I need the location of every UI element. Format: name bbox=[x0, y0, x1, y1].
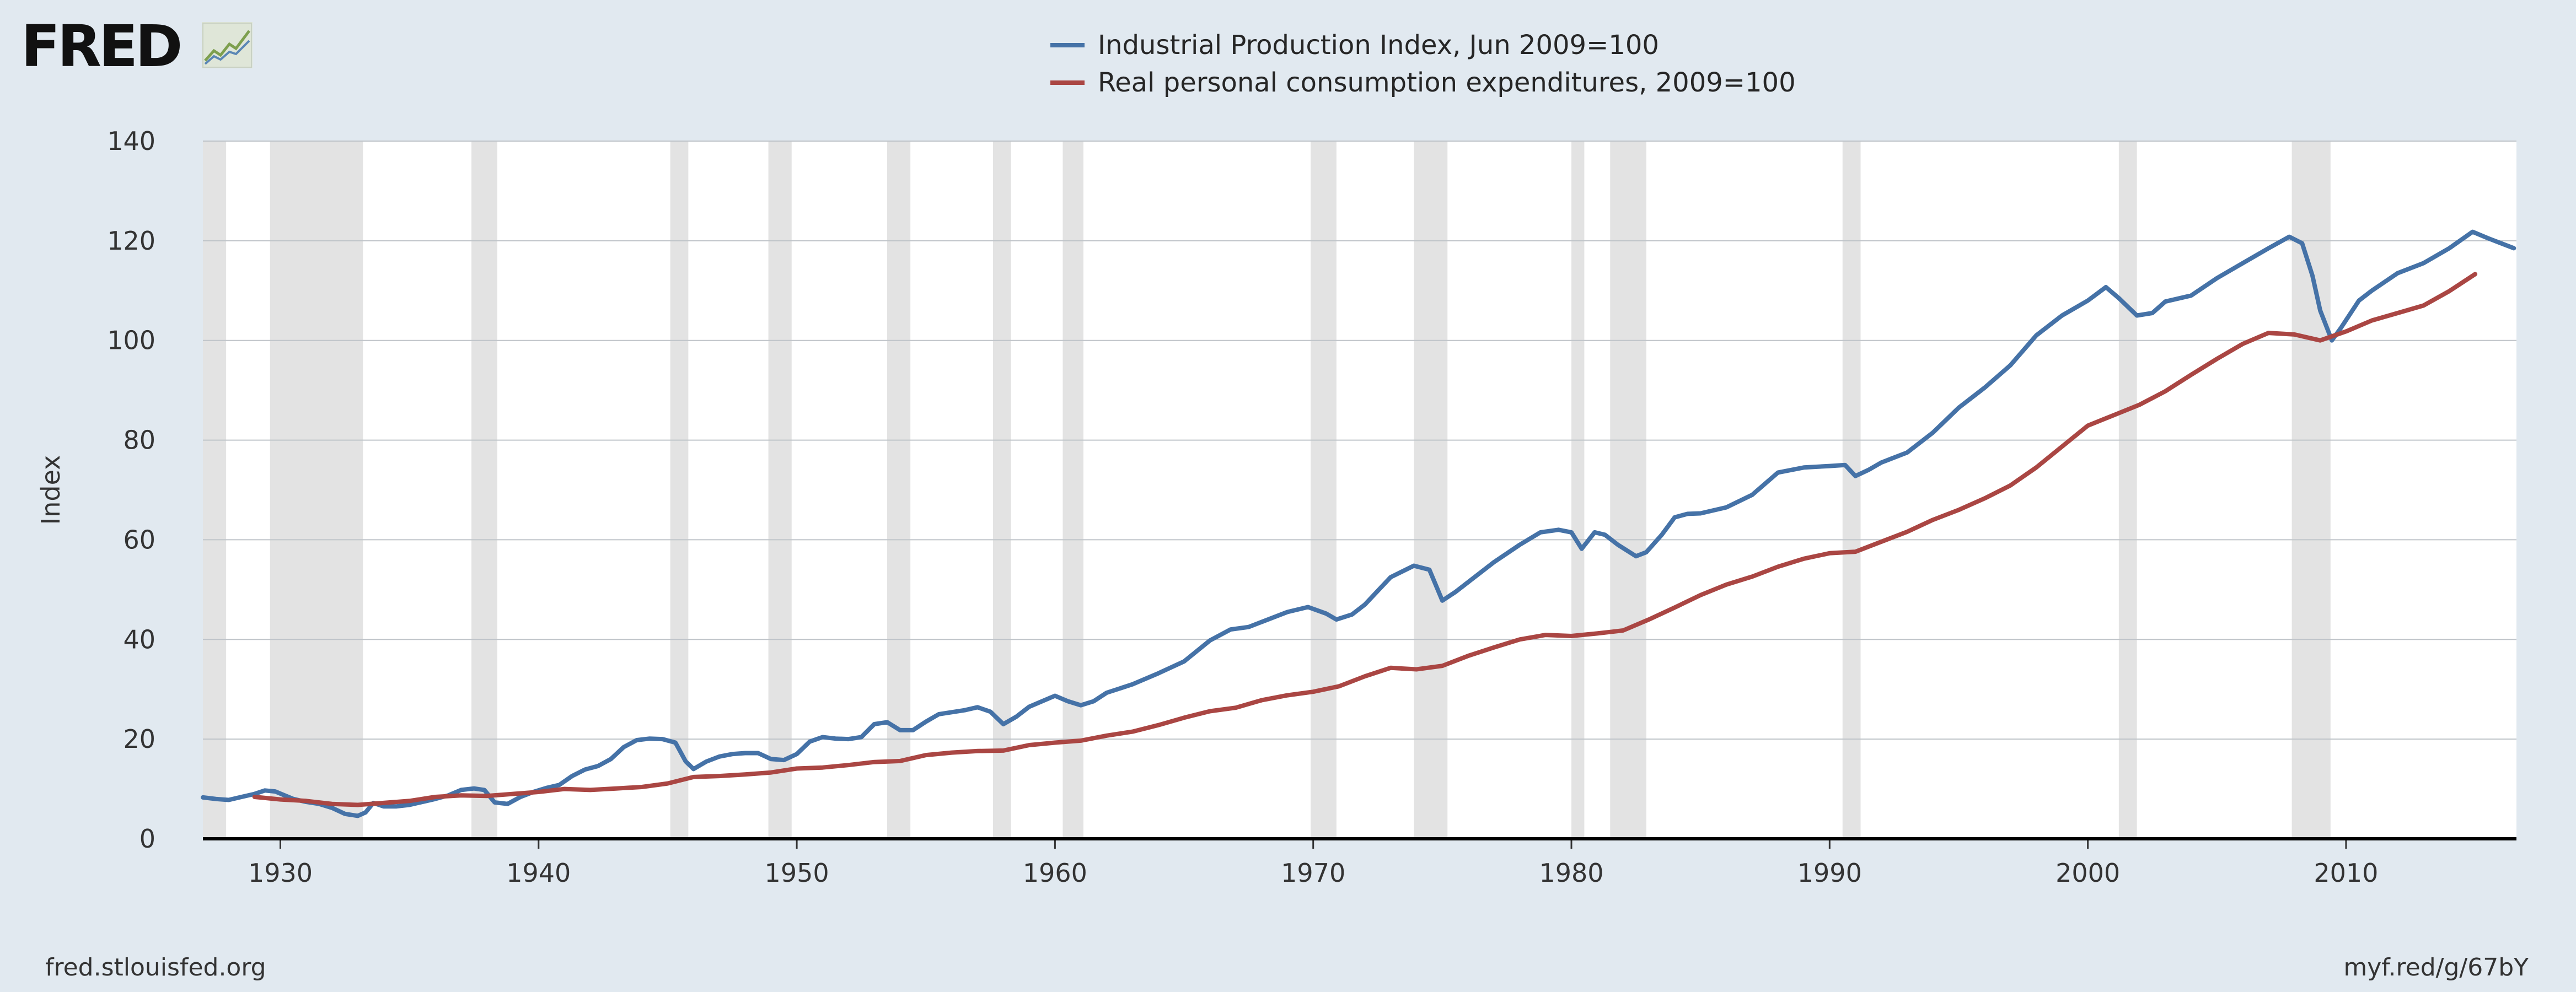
recession-bands bbox=[203, 141, 2331, 839]
legend-swatch-blue bbox=[1050, 43, 1085, 47]
recession-band bbox=[2118, 141, 2137, 839]
x-tick-label: 1940 bbox=[506, 858, 571, 888]
legend-item-industrial-production[interactable]: Industrial Production Index, Jun 2009=10… bbox=[1050, 26, 1796, 64]
recession-band bbox=[768, 141, 792, 839]
legend-item-real-pce[interactable]: Real personal consumption expenditures, … bbox=[1050, 64, 1796, 101]
plot-background bbox=[203, 141, 2516, 839]
x-axis-ticks: 1930 1940 1950 1960 1970 1980 1990 2000 2010 bbox=[248, 839, 2378, 888]
chart-legend: Industrial Production Index, Jun 2009=10… bbox=[1050, 26, 1796, 101]
x-tick-label: 1960 bbox=[1023, 858, 1087, 888]
y-tick-label: 0 bbox=[139, 824, 155, 854]
series-line-industrial-production[interactable] bbox=[201, 229, 2516, 818]
recession-band bbox=[670, 141, 689, 839]
fred-chart-logo-icon bbox=[202, 22, 253, 68]
recession-band bbox=[887, 141, 911, 839]
y-axis-ticks: 0 20 40 60 80 100 120 140 bbox=[107, 126, 155, 854]
recession-band bbox=[471, 141, 497, 839]
series-line-real-pce[interactable] bbox=[252, 272, 2478, 807]
recession-band bbox=[1571, 141, 1585, 839]
x-tick-label: 1950 bbox=[765, 858, 829, 888]
x-tick-label: 2000 bbox=[2056, 858, 2120, 888]
y-axis-label: Index bbox=[36, 455, 66, 525]
y-tick-label: 100 bbox=[107, 326, 155, 355]
fred-logo[interactable]: FRED bbox=[21, 13, 183, 80]
y-tick-label: 140 bbox=[107, 126, 155, 156]
legend-label: Real personal consumption expenditures, … bbox=[1098, 67, 1796, 98]
x-tick-label: 1980 bbox=[1539, 858, 1603, 888]
legend-label: Industrial Production Index, Jun 2009=10… bbox=[1098, 30, 1659, 61]
y-tick-label: 40 bbox=[123, 624, 155, 654]
recession-band bbox=[2291, 141, 2331, 839]
recession-band bbox=[1842, 141, 1861, 839]
recession-band bbox=[993, 141, 1011, 839]
recession-band bbox=[1311, 141, 1337, 839]
recession-band bbox=[270, 141, 363, 839]
x-tick-label: 1990 bbox=[1797, 858, 1862, 888]
series-lines[interactable] bbox=[201, 229, 2516, 818]
recession-band bbox=[1062, 141, 1083, 839]
x-tick-label: 2010 bbox=[2314, 858, 2378, 888]
footer-short-link[interactable]: myf.red/g/67bY bbox=[2343, 953, 2529, 982]
footer-source-link[interactable]: fred.stlouisfed.org bbox=[45, 953, 266, 982]
recession-band bbox=[1610, 141, 1646, 839]
legend-swatch-red bbox=[1050, 80, 1085, 85]
x-tick-label: 1930 bbox=[248, 858, 313, 888]
y-tick-label: 80 bbox=[123, 425, 155, 455]
x-tick-label: 1970 bbox=[1281, 858, 1345, 888]
recession-band bbox=[1414, 141, 1448, 839]
y-tick-label: 120 bbox=[107, 226, 155, 256]
y-tick-label: 60 bbox=[123, 525, 155, 554]
grid-lines bbox=[203, 141, 2516, 740]
recession-band bbox=[203, 141, 227, 839]
y-tick-label: 20 bbox=[123, 724, 155, 754]
